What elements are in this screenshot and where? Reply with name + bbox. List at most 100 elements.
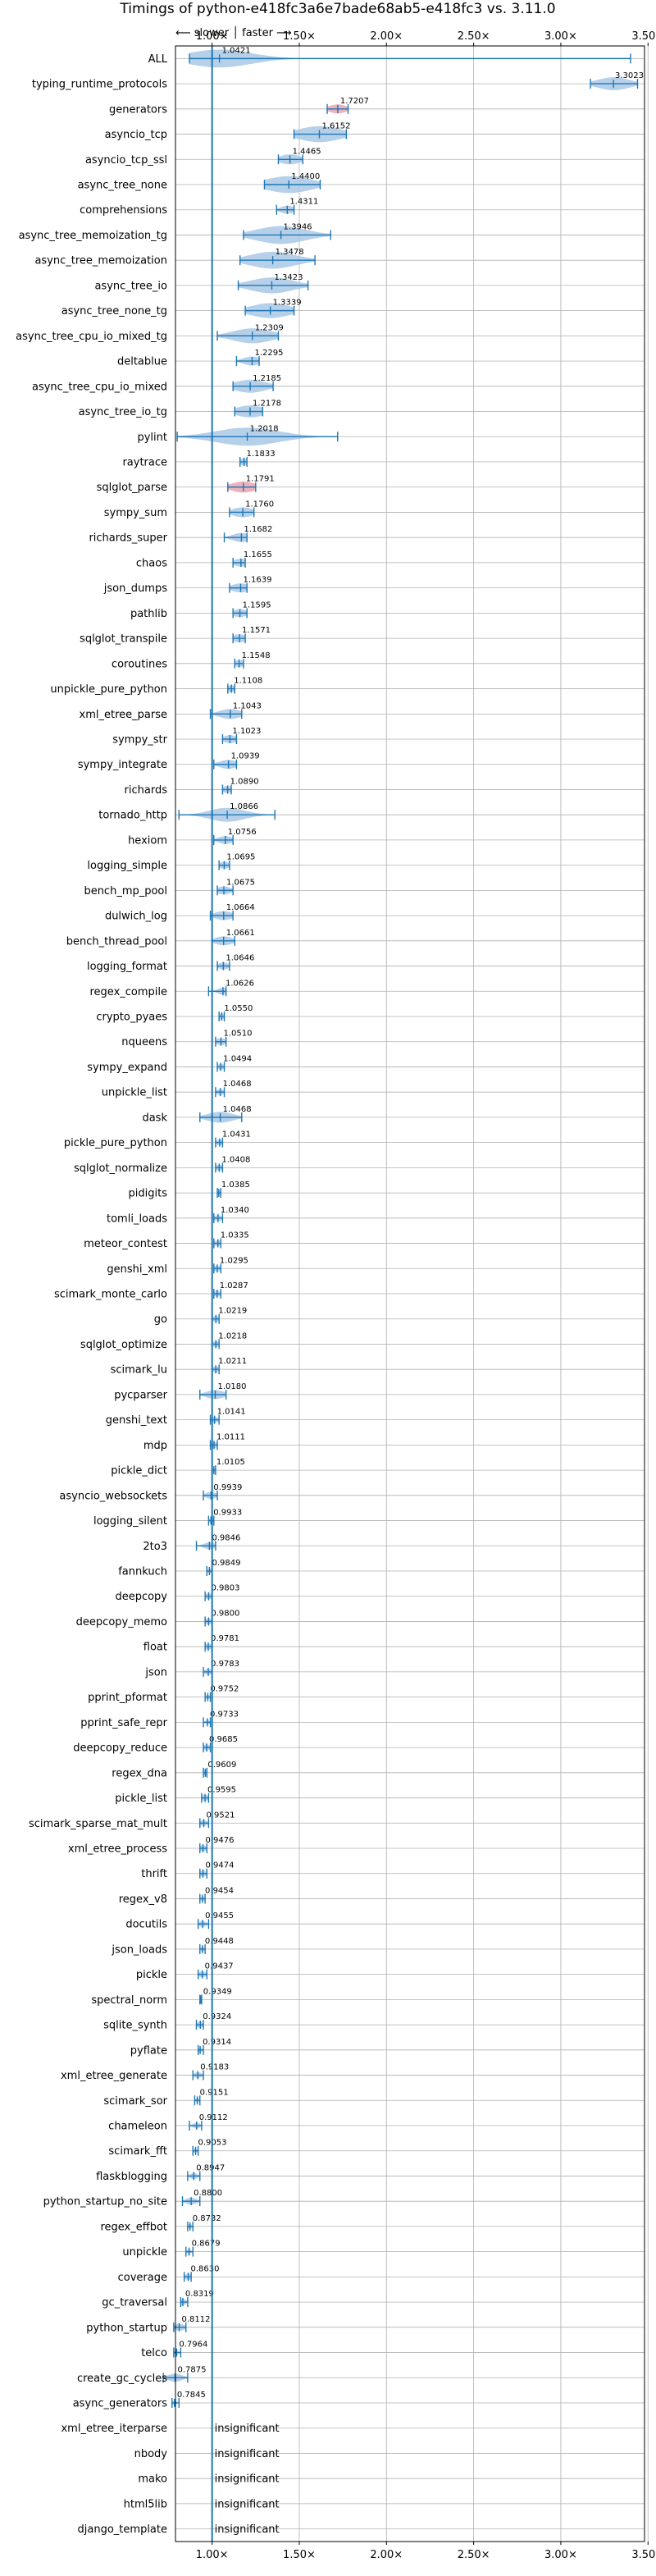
value-label: 0.9846 (212, 1533, 240, 1542)
value-label: 1.1791 (246, 475, 275, 484)
value-label: 1.3339 (273, 299, 302, 308)
benchmark-label: flaskblogging (96, 2171, 167, 2183)
value-label: 1.3478 (276, 248, 304, 257)
value-label: 1.0550 (224, 1004, 253, 1013)
benchmark-label: sqlglot_optimize (80, 1339, 167, 1351)
benchmark-label: django_template (78, 2523, 167, 2536)
benchmark-label: regex_compile (89, 986, 167, 998)
benchmark-label: thrift (141, 1868, 167, 1880)
benchmark-label: scimark_fft (108, 2145, 167, 2158)
value-label: 1.0340 (221, 1206, 249, 1215)
value-label: 1.0295 (220, 1256, 248, 1265)
benchmark-label: async_generators (73, 2398, 168, 2410)
direction-legend: ⟵ slower │ faster ⟶ (175, 25, 292, 39)
benchmark-label: async_tree_none (78, 180, 167, 192)
value-label: 0.9752 (210, 1685, 239, 1694)
benchmark-label: typing_runtime_protocols (32, 79, 167, 91)
benchmark-label: sympy_integrate (78, 759, 167, 771)
benchmark-label: deepcopy (115, 1591, 167, 1603)
value-label: 0.8630 (191, 2264, 220, 2273)
benchmark-label: pickle (136, 1969, 167, 1981)
value-label: 1.0408 (221, 1155, 250, 1164)
benchmark-label: regex_effbot (100, 2221, 167, 2233)
benchmark-label: regex_v8 (119, 1893, 167, 1906)
value-label: 0.8679 (192, 2240, 221, 2249)
value-label: 1.0675 (226, 878, 255, 887)
benchmark-label: python_startup_no_site (43, 2196, 167, 2208)
benchmark-label: sqlglot_transpile (80, 633, 167, 646)
x-tick-label-bottom: 2.00× (370, 2549, 403, 2561)
x-tick-label-top: 2.50× (458, 30, 490, 43)
value-label: 1.2178 (253, 400, 281, 409)
benchmark-label: logging_format (87, 961, 167, 973)
x-tick-label-bottom: 3.50× (631, 2549, 656, 2561)
insignificant-label: insignificant (215, 2523, 280, 2536)
value-label: 1.0510 (223, 1030, 252, 1039)
value-label: 0.9521 (206, 1811, 235, 1820)
benchmark-label: float (144, 1642, 167, 1654)
benchmark-label: async_tree_memoization (34, 255, 167, 267)
value-label: 1.1548 (242, 651, 271, 660)
plot-frame (175, 45, 645, 2542)
value-label: 0.9455 (205, 1911, 234, 1921)
benchmark-label: chameleon (108, 2121, 167, 2133)
value-label: 1.0385 (221, 1181, 250, 1190)
benchmark-label: docutils (125, 1919, 167, 1931)
benchmark-label: pycparser (114, 1389, 167, 1401)
benchmark-label: create_gc_cycles (77, 2373, 167, 2385)
benchmark-label: tornado_http (98, 810, 167, 822)
benchmark-label: hexiom (128, 834, 167, 847)
value-label: 1.0141 (217, 1408, 246, 1417)
value-label: 1.0661 (226, 929, 255, 938)
benchmark-label: nqueens (121, 1036, 167, 1048)
insignificant-label: insignificant (215, 2473, 280, 2486)
x-tick-label-bottom: 1.00× (196, 2549, 229, 2561)
value-label: 0.9733 (210, 1710, 239, 1719)
value-label: 0.8947 (196, 2163, 225, 2172)
benchmark-label: pyflate (130, 2044, 167, 2057)
value-label: 0.9849 (212, 1559, 240, 1568)
benchmark-label: json_loads (111, 1943, 167, 1956)
value-label: 0.8112 (182, 2315, 211, 2324)
benchmark-label: python_startup (86, 2322, 167, 2334)
benchmark-label: pickle_dict (111, 1465, 167, 1478)
benchmark-label: scimark_monte_carlo (54, 1289, 167, 1301)
value-label: 0.9609 (207, 1761, 236, 1770)
benchmark-label: richards_super (89, 532, 167, 545)
value-label: 1.4465 (293, 147, 321, 156)
x-tick-label-bottom: 2.50× (458, 2549, 490, 2561)
value-label: 0.9933 (213, 1509, 242, 1518)
axis-layer: 1.00× 1.00× 1.50× 1.50× 2.00× 2.00× 2.50× 2.50×… (175, 30, 656, 2561)
value-label: 0.9349 (203, 1987, 232, 1996)
benchmark-label: bench_thread_pool (66, 935, 167, 948)
value-label: 1.0105 (216, 1458, 245, 1467)
benchmark-label: deepcopy_memo (76, 1616, 167, 1628)
benchmark-label: unpickle (122, 2246, 167, 2259)
value-label: 0.9448 (205, 1937, 234, 1946)
insignificant-label: insignificant (215, 2498, 280, 2510)
benchmark-label: chaos (136, 557, 167, 569)
value-label: 0.9151 (200, 2088, 229, 2097)
value-label: 1.1655 (244, 550, 272, 560)
value-label: 1.0756 (228, 828, 257, 837)
value-label: 0.9939 (213, 1483, 242, 1492)
benchmark-label: pprint_pformat (88, 1692, 167, 1704)
benchmark-label: sqlite_synth (103, 2020, 167, 2032)
benchmark-label: fannkuch (118, 1566, 167, 1578)
value-label: 1.0494 (223, 1054, 252, 1063)
value-label: 0.9781 (211, 1634, 239, 1643)
grid-layer (175, 46, 649, 2542)
benchmark-label: async_tree_io_tg (79, 406, 167, 418)
value-label: 1.0335 (221, 1231, 249, 1240)
benchmark-label: meteor_contest (84, 1238, 167, 1250)
value-label: 3.3023 (615, 71, 644, 80)
benchmark-label: unpickle_pure_python (50, 683, 167, 696)
x-tick-label-top: 3.00× (544, 30, 577, 43)
x-tick-label-bottom: 3.00× (544, 2549, 577, 2561)
value-label: 1.1108 (234, 677, 262, 686)
benchmark-label: asyncio_tcp_ssl (85, 154, 167, 167)
benchmark-label: json_dumps (103, 582, 167, 595)
benchmark-label: coverage (118, 2272, 167, 2284)
value-label: 0.9476 (206, 1836, 235, 1845)
